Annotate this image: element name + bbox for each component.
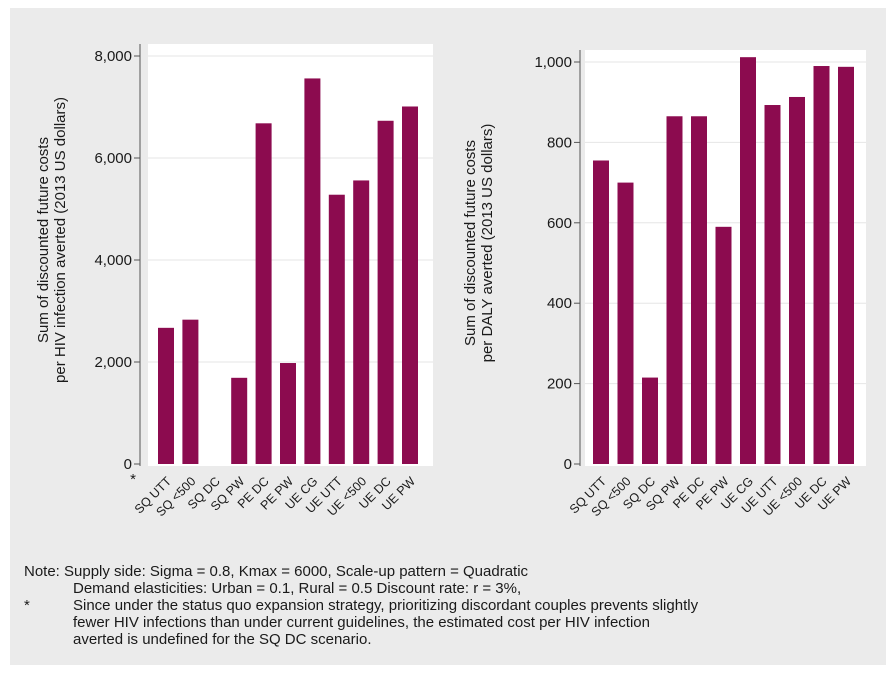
chart-1-bar [402,106,418,465]
note-line-supply: Note: Supply side: Sigma = 0.8, Kmax = 6… [24,563,529,580]
chart-1-y-axis-label-line-1: Sum of discounted future costs [35,137,52,343]
chart-2-y-tick-label: 1,000 [534,54,572,71]
chart-1-bar [158,327,174,464]
note-footnote: * Since under the status quo expansion s… [24,597,884,648]
figure-note: Note: Supply side: Sigma = 0.8, Kmax = 6… [24,563,884,648]
chart-2-bar [642,377,658,464]
chart-2-bar [838,66,854,464]
chart-1-bar [182,319,199,464]
chart-1-bar [328,194,345,464]
charts-svg: 0 2,000 4,000 6,000 8,000 Sum of discounted f… [35,44,866,519]
chart-1-y-axis-label-line-2: per HIV infection averted (2013 US dolla… [52,97,69,383]
chart-2-bar [740,57,756,465]
chart-2-y-tick-label: 0 [564,456,572,473]
chart-2-y-axis-label-line-2: per DALY averted (2013 US dollars) [479,124,496,363]
chart-1-y-tick-label: 0 [124,456,132,473]
chart-2-bar [617,182,634,464]
chart-2-y-tick-label: 400 [547,295,572,312]
chart-2-y-tick-label: 800 [547,134,572,151]
note-footnote-text: Since under the status quo expansion str… [73,597,873,648]
chart-2-bar [691,116,707,465]
chart-2-bar [789,96,805,464]
chart-1-bar [280,363,296,464]
chart-1-bar [231,377,248,464]
chart-1-bar [304,78,321,464]
note-footnote-star: * [24,597,30,614]
chart-1-y-tick-label: 8,000 [94,48,132,65]
chart-1-y-tick-label: 6,000 [94,150,132,167]
chart-1-bar [353,180,370,464]
chart-2-y-axis-label-line-1: Sum of discounted future costs [462,140,479,346]
chart-2-bar [666,116,683,465]
chart-1-y-tick-label: 2,000 [94,354,132,371]
note-footnote-line-3: averted is undefined for the SQ DC scena… [73,631,372,648]
chart-1-annotation: * [130,471,136,488]
chart-2-y-tick-label: 600 [547,215,572,232]
chart-2-bar [593,160,609,465]
note-footnote-line-1: Since under the status quo expansion str… [73,597,699,614]
chart-2-bar [715,226,732,464]
chart-1-bar [377,120,394,465]
chart-2-bar [764,105,781,464]
chart-1-y-tick-label: 4,000 [94,252,132,269]
note-line-demand: Demand elasticities: Urban = 0.1, Rural … [73,580,522,597]
chart-2-y-tick-label: 200 [547,376,572,393]
chart-2-bar [813,66,830,465]
note-footnote-line-2: fewer HIV infections than under current … [73,614,650,631]
chart-1-bar [255,123,272,464]
